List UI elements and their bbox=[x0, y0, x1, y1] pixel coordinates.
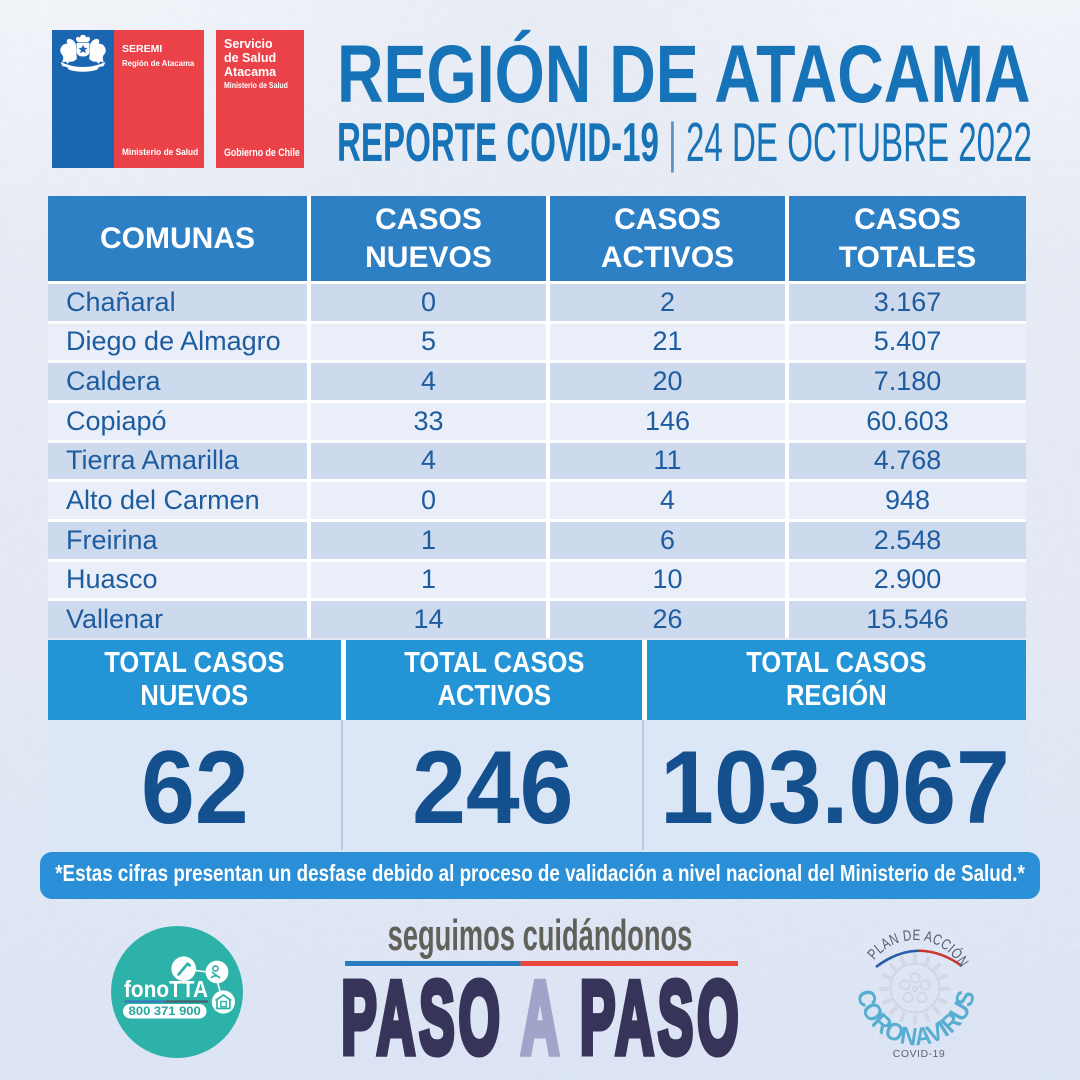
svg-text:800 371 900: 800 371 900 bbox=[129, 1004, 201, 1018]
svg-text:fonoTTA: fonoTTA bbox=[124, 976, 208, 1002]
svg-text:COVID-19: COVID-19 bbox=[893, 1048, 945, 1060]
